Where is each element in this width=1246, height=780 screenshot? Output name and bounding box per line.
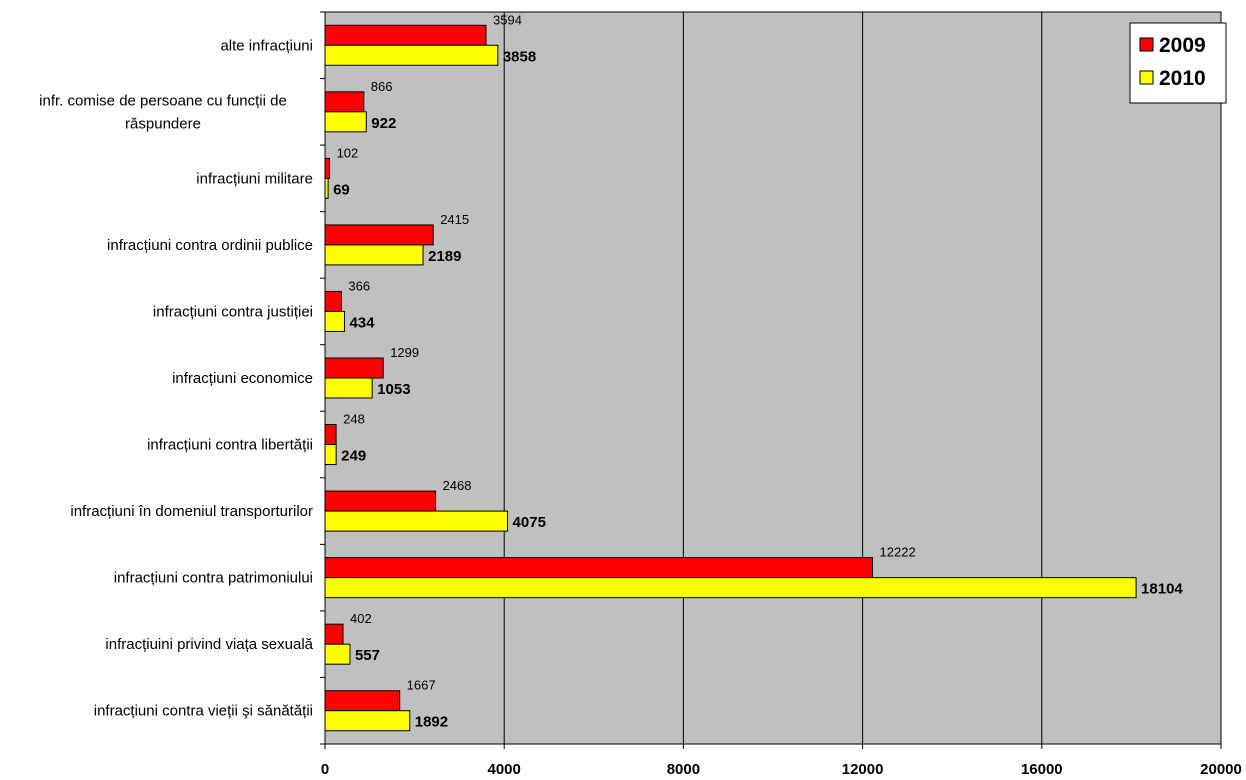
legend-swatch-2010: [1139, 70, 1154, 85]
legend-box: [1129, 22, 1227, 104]
bar-2009: [324, 224, 434, 246]
category-label: infracțiuni contra vieții şi sănătății: [94, 703, 313, 720]
bar-2009: [324, 490, 437, 512]
x-tick-label: 0: [321, 761, 329, 778]
data-label-2010: 3858: [503, 48, 536, 65]
bar-2009: [324, 690, 401, 712]
bar-2009: [324, 290, 342, 312]
data-label-2010: 557: [355, 647, 380, 664]
category-label: infracțiuni în domeniul transporturilor: [70, 503, 313, 520]
axes: 0 4000 8000 12000 16000 20000 alte infracțiuni…: [39, 11, 1242, 778]
data-label-2010: 2189: [428, 248, 461, 265]
legend-label-2010: 2010: [1159, 67, 1206, 90]
data-label-2009: 1299: [390, 345, 419, 360]
category-label: infr. comise de persoane cu funcții de ră…: [39, 92, 287, 132]
plot-area: [324, 11, 1222, 745]
legend-swatch-2009: [1139, 37, 1154, 52]
gridlines: [503, 12, 1043, 744]
category-label: infracțiuni contra justiției: [153, 303, 313, 320]
data-label-2009: 248: [343, 412, 365, 427]
bar-2009: [324, 157, 331, 179]
category-label: infracțiuini privind viața sexuală: [105, 636, 313, 653]
legend-label-2009: 2009: [1159, 34, 1206, 57]
data-label-2009: 12222: [880, 545, 916, 560]
category-label: infracțiuni contra libertății: [147, 437, 313, 454]
x-tick-label: 12000: [842, 761, 884, 778]
category-label: alte infracțiuni: [220, 37, 313, 54]
data-label-2009: 2468: [443, 478, 472, 493]
bar-2010: [324, 310, 345, 332]
data-label-2009: 102: [337, 145, 359, 160]
data-label-2009: 402: [350, 611, 372, 626]
bar-2010: [324, 643, 351, 665]
legend: 2009 2010: [1129, 22, 1227, 104]
data-label-2009: 866: [371, 79, 393, 94]
bar-2010: [324, 377, 373, 399]
x-tick-label: 20000: [1200, 761, 1242, 778]
bar-2009: [324, 424, 337, 446]
category-label: infracțiuni contra ordinii publice: [107, 237, 313, 254]
data-label-2010: 4075: [513, 514, 546, 531]
bar-2010: [324, 444, 337, 466]
bar-2009: [324, 557, 874, 579]
bar-2010: [324, 577, 1137, 599]
data-label-2010: 434: [349, 314, 375, 331]
data-label-2010: 69: [333, 181, 350, 198]
bar-2010: [324, 44, 499, 66]
bar-2010: [324, 111, 367, 133]
x-tick-label: 16000: [1021, 761, 1063, 778]
bars: [324, 24, 1137, 732]
data-label-2009: 366: [348, 278, 370, 293]
category-label: infracțiuni contra patrimoniului: [114, 570, 313, 587]
category-label: infracțiuni militare: [196, 170, 313, 187]
x-tick-label: 4000: [488, 761, 521, 778]
bar-2009: [324, 357, 384, 379]
bar-2009: [324, 91, 365, 113]
data-labels: 3594 3858 866 922 102 69 2415 2189 366 434 1299 105…: [333, 12, 1183, 730]
data-label-2009: 1667: [407, 678, 436, 693]
category-label: infracțiuni economice: [172, 370, 313, 387]
data-label-2010: 1053: [377, 381, 410, 398]
data-label-2009: 2415: [440, 212, 469, 227]
data-label-2010: 18104: [1141, 581, 1183, 598]
bar-2010: [324, 710, 411, 732]
data-label-2010: 249: [341, 448, 366, 465]
data-label-2009: 3594: [493, 12, 522, 27]
bar-2009: [324, 623, 344, 645]
bar-2010: [324, 510, 509, 532]
data-label-2010: 1892: [415, 714, 448, 731]
x-tick-label: 8000: [667, 761, 700, 778]
bar-2009: [324, 24, 487, 46]
bar-2010: [324, 244, 424, 266]
data-label-2010: 922: [371, 115, 396, 132]
